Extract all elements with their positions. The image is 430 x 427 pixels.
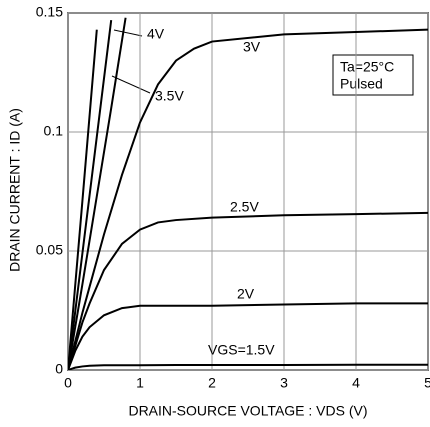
series-label: 2.5V	[230, 199, 259, 215]
series-label: 3.5V	[155, 88, 184, 104]
curve	[68, 363, 428, 370]
series-label: VGS=1.5V	[208, 342, 275, 358]
curve	[68, 20, 113, 370]
x-tick-label: 2	[208, 375, 216, 391]
series-label: 2V	[237, 286, 255, 302]
x-tick-label: 5	[424, 375, 430, 391]
curve	[68, 29, 98, 370]
curve	[68, 302, 428, 370]
curve	[68, 28, 428, 370]
x-axis-label: DRAIN-SOURCE VOLTAGE : VDS (V)	[128, 403, 367, 419]
x-tick-label: 3	[280, 375, 288, 391]
series-label: 3V	[243, 39, 261, 55]
y-tick-label: 0.1	[44, 123, 64, 139]
label-leader	[111, 75, 151, 94]
y-tick-label: 0.15	[36, 4, 63, 20]
x-tick-label: 0	[64, 375, 72, 391]
label-leader	[113, 29, 143, 37]
annotation: Pulsed	[340, 76, 383, 92]
annotation-box	[332, 54, 414, 96]
series-label: 4V	[147, 26, 165, 42]
x-tick-label: 4	[352, 375, 360, 391]
y-tick-label: 0.05	[36, 242, 63, 258]
y-axis-label: DRAIN CURRENT : ID (A)	[7, 108, 23, 272]
curve	[68, 211, 428, 370]
annotation: Ta=25°C	[340, 59, 394, 75]
x-tick-label: 1	[136, 375, 144, 391]
curve	[68, 17, 127, 370]
y-tick-label: 0	[55, 361, 63, 377]
